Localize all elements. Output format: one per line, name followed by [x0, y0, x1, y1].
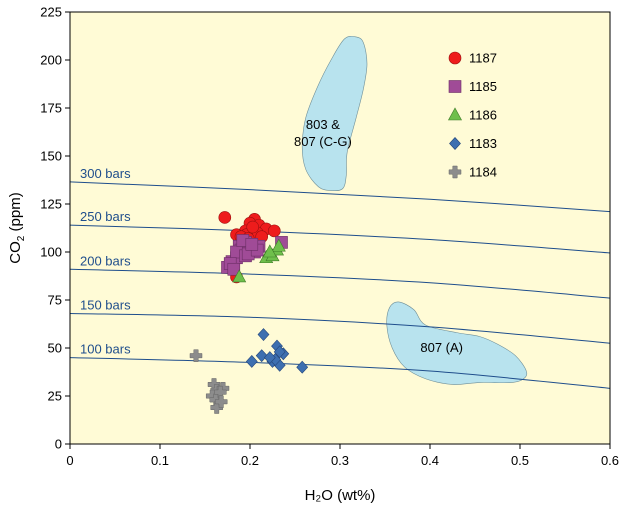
isobar-300-bars	[70, 181, 610, 213]
isobar-label-250-bars: 250 bars	[80, 209, 131, 224]
legend-label-1187: 1187	[469, 51, 497, 66]
y-tick-label: 225	[40, 5, 62, 20]
series-1183	[245, 328, 309, 374]
fields-layer: 803 & 807 (C-G) 807 (A)	[294, 35, 528, 385]
data-point-1186	[262, 244, 277, 258]
field-region-1	[301, 35, 368, 192]
data-point-1185	[245, 238, 259, 251]
data-point-1187	[218, 211, 232, 224]
legend-label-1183: 1183	[469, 136, 497, 151]
legend-label-1184: 1184	[469, 165, 497, 180]
points-layer	[189, 211, 309, 414]
data-point-1184	[189, 349, 203, 362]
x-axis-label: H₂O (wt%)	[305, 487, 376, 504]
isobar-layer: 300 bars 250 bars 200 bars 150 bars 100 bars	[70, 166, 610, 389]
field-region-2	[386, 301, 528, 385]
field-label-2: 807 (A)	[420, 340, 463, 355]
legend: 1187 1185 1186 1183 1184	[447, 51, 497, 180]
isobar-250-bars	[70, 224, 610, 254]
legend-label-1186: 1186	[469, 108, 497, 123]
y-axis-label-main: CO	[7, 241, 24, 264]
series-1184	[189, 349, 230, 414]
isobar-100-bars	[70, 357, 610, 389]
y-axis-label-subscript: 2	[16, 235, 27, 241]
isobar-150-bars	[70, 312, 610, 344]
data-point-1183	[255, 349, 268, 363]
series-1185	[221, 234, 288, 276]
legend-marker-1183	[449, 137, 461, 150]
y-tick-label: 75	[48, 293, 62, 308]
field-label-line: 803 &	[306, 117, 340, 132]
isobar-label-300-bars: 300 bars	[80, 166, 131, 181]
y-tick-label: 125	[40, 197, 62, 212]
y-tick-label: 175	[40, 101, 62, 116]
x-tick-label: 0.6	[601, 453, 619, 468]
y-axis: 0 25 50 75 100 125 150 175 200 225	[40, 5, 70, 452]
data-point-1183	[257, 328, 270, 342]
legend-marker-1184	[448, 165, 462, 179]
data-point-1183	[296, 360, 309, 374]
data-point-1184	[214, 395, 228, 409]
x-tick-label: 0.5	[511, 453, 529, 468]
legend-marker-1187	[448, 51, 462, 65]
data-point-1187	[246, 220, 259, 234]
x-axis: 0 0.1 0.2 0.3 0.4 0.5 0.6	[66, 444, 619, 468]
x-tick-label: 0.4	[421, 453, 439, 468]
field-label-line: 807 (C-G)	[294, 134, 352, 149]
data-point-1186	[232, 269, 247, 283]
series-1186	[232, 238, 286, 283]
isobar-label-150-bars: 150 bars	[80, 297, 131, 312]
y-tick-label: 100	[40, 245, 62, 260]
y-tick-label: 150	[40, 149, 62, 164]
data-point-1183	[273, 345, 286, 359]
x-tick-label: 0	[66, 453, 73, 468]
legend-marker-1186	[447, 107, 463, 121]
legend-marker-1185	[448, 80, 462, 93]
data-point-1187	[267, 224, 281, 238]
x-tick-label: 0.2	[241, 453, 259, 468]
y-axis-label-unit: (ppm)	[7, 192, 24, 235]
y-tick-label: 25	[48, 389, 62, 404]
x-tick-label: 0.1	[151, 453, 169, 468]
isobar-label-100-bars: 100 bars	[80, 342, 131, 357]
data-point-1183	[263, 351, 276, 365]
x-tick-label: 0.3	[331, 453, 349, 468]
y-tick-label: 50	[48, 341, 62, 356]
data-point-1185	[227, 262, 241, 276]
data-point-1183	[245, 354, 258, 368]
field-label-line: 807 (A)	[420, 340, 463, 355]
y-axis-label: CO2 (ppm)	[7, 192, 27, 263]
y-tick-label: 200	[40, 53, 62, 68]
isobar-200-bars	[70, 268, 610, 299]
y-tick-label: 0	[55, 437, 62, 452]
data-point-1186	[271, 238, 286, 252]
field-label-1: 803 & 807 (C-G)	[294, 117, 352, 149]
legend-label-1185: 1185	[469, 79, 497, 94]
isobar-label-200-bars: 200 bars	[80, 253, 131, 268]
